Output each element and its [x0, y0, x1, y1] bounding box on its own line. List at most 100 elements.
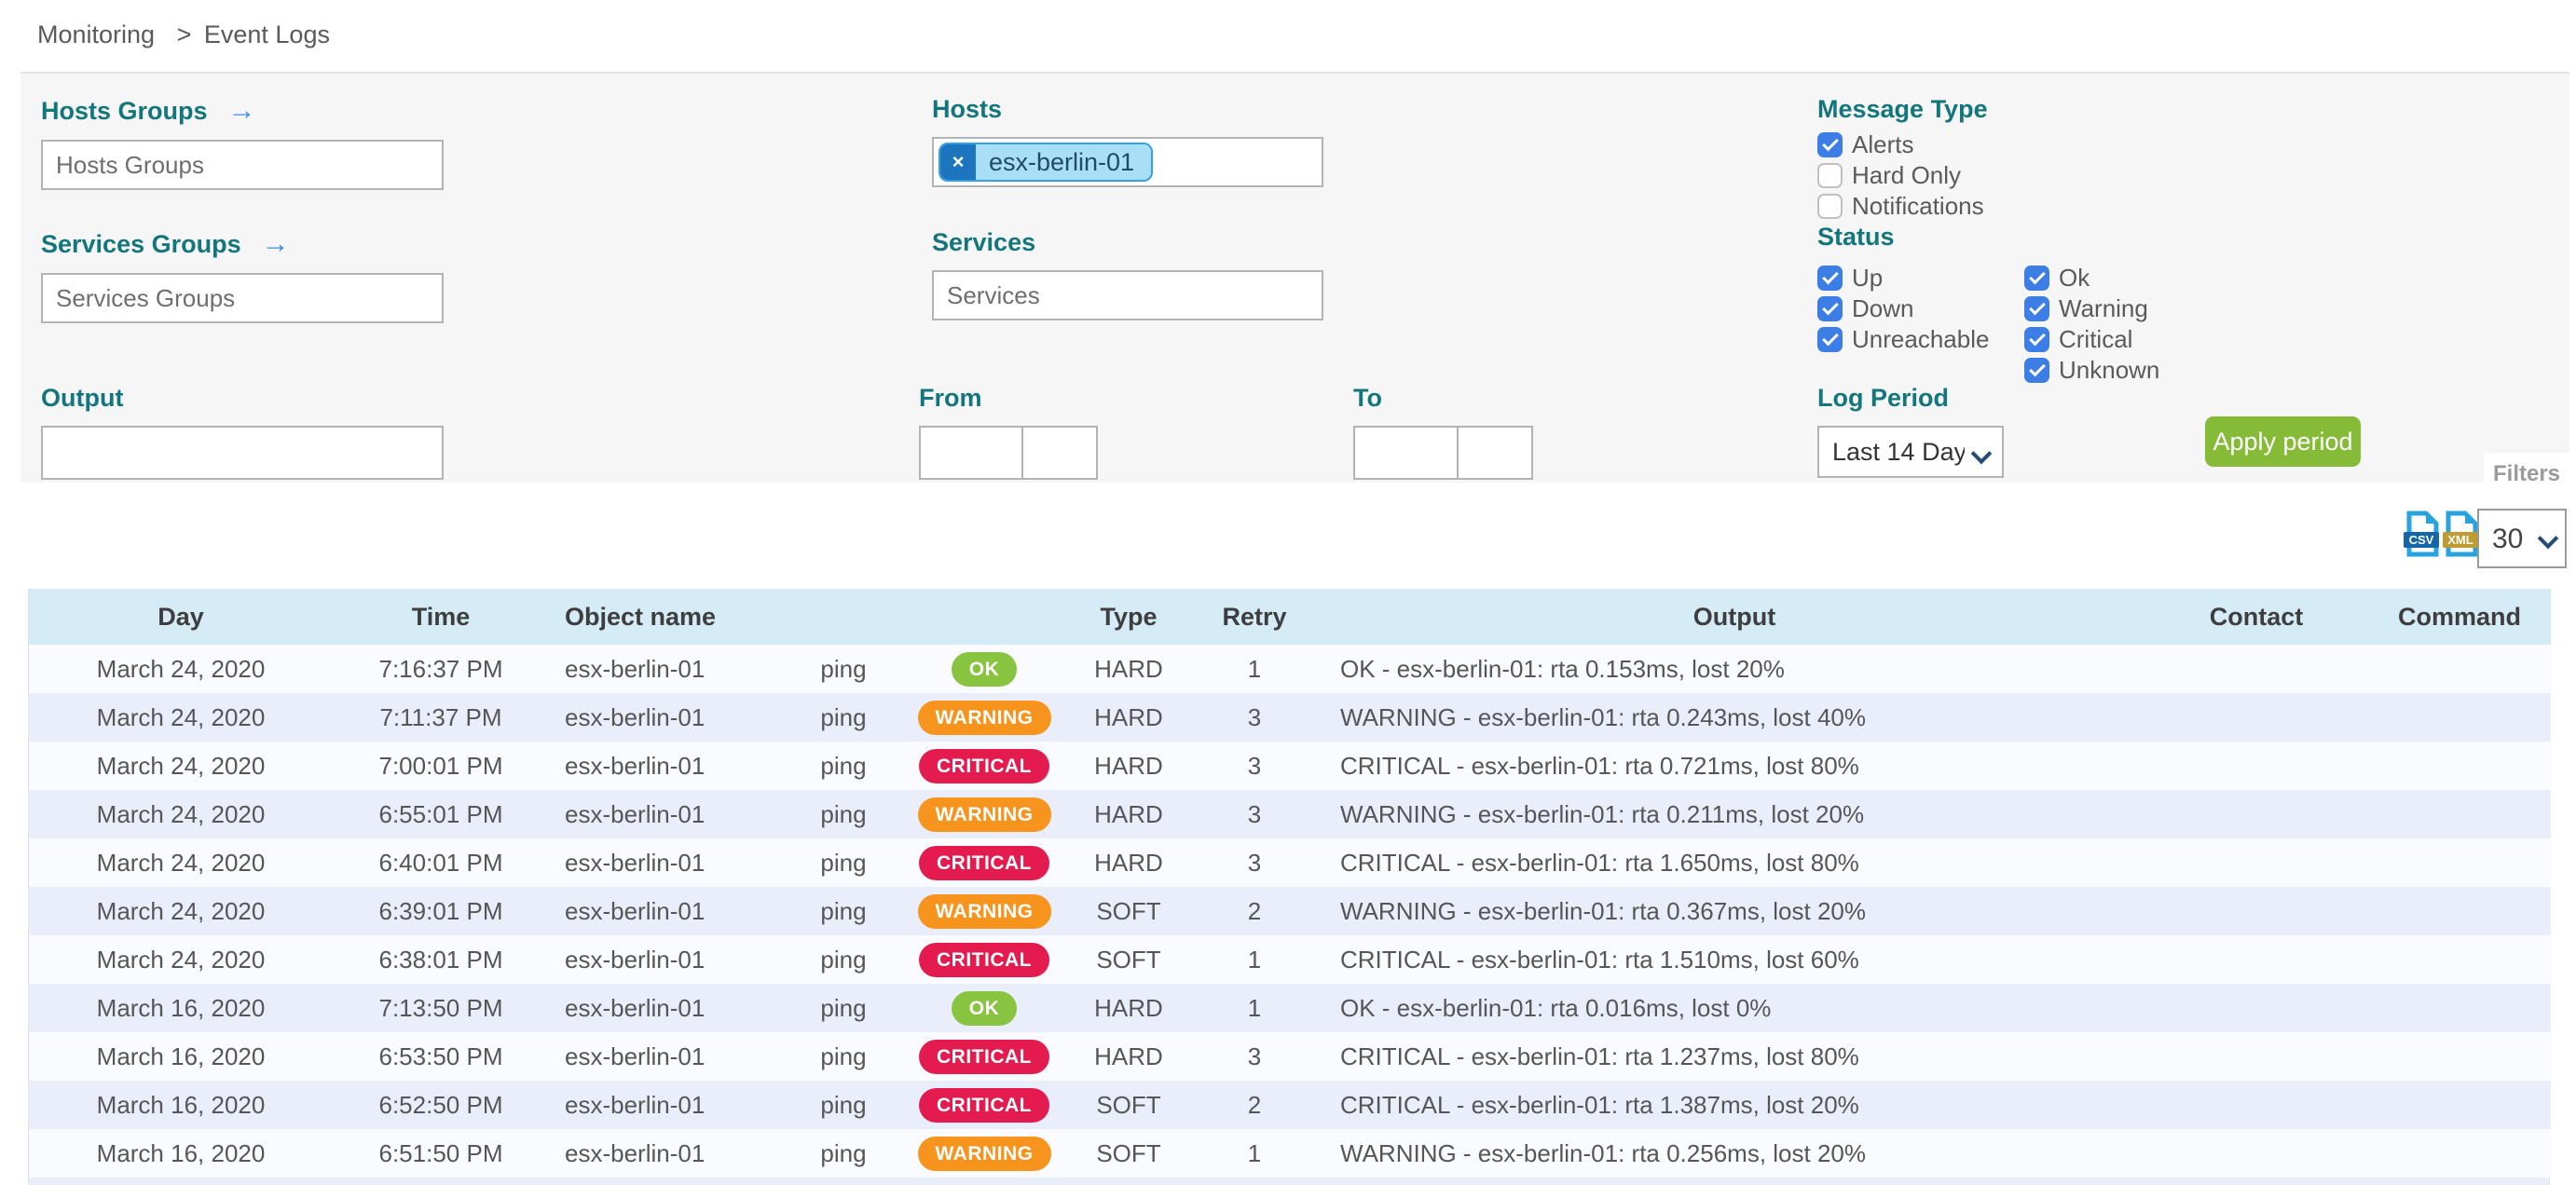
- header-day: Day: [29, 589, 333, 645]
- cell-command: [2368, 887, 2551, 935]
- xml-icon-label: XML: [2447, 533, 2473, 547]
- checkbox-up[interactable]: Up: [1817, 263, 2024, 293]
- cell-service: ping: [820, 848, 867, 877]
- cell-command: [2368, 645, 2551, 693]
- cell-status: CRITICAL: [896, 838, 1073, 887]
- checked-checkbox-icon[interactable]: [2024, 266, 2049, 291]
- cell-service: ping: [820, 799, 867, 828]
- event-log-row: March 24, 2020 7:00:01 PM esx-berlin-01 pin…: [29, 742, 2551, 790]
- cell-time: 6:40:01 PM: [378, 848, 503, 877]
- page-size-select[interactable]: 30: [2477, 509, 2567, 568]
- status-badge-warning: WARNING: [917, 1136, 1051, 1171]
- to-date-input[interactable]: [1353, 426, 1459, 480]
- event-log-row: March 16, 2020 6:53:50 PM esx-berlin-01 pin…: [29, 1032, 2551, 1081]
- services-input[interactable]: [932, 270, 1323, 320]
- hosts-groups-arrow-icon[interactable]: →: [227, 95, 256, 126]
- status-badge-ok: OK: [951, 651, 1018, 687]
- hosts-filter: Hosts × esx-berlin-01: [932, 95, 1323, 187]
- cell-output: WARNING - esx-berlin-01: rta 0.256ms, lo…: [1340, 1138, 1866, 1167]
- filters-tab[interactable]: Filters: [2484, 453, 2569, 496]
- cell-contact: [2144, 790, 2368, 838]
- cell-status: WARNING: [896, 693, 1073, 742]
- cell-type: HARD: [1094, 848, 1163, 877]
- cell-type: HARD: [1094, 993, 1163, 1022]
- checked-checkbox-icon[interactable]: [2024, 296, 2049, 321]
- checked-checkbox-icon[interactable]: [1817, 296, 1843, 321]
- from-date-input[interactable]: [919, 426, 1023, 480]
- cell-time: 6:39:01 PM: [378, 896, 503, 925]
- checkbox-critical[interactable]: Critical: [2024, 324, 2159, 355]
- output-input[interactable]: [41, 426, 444, 480]
- checkbox-ok[interactable]: Ok: [2024, 263, 2159, 293]
- cell-day: March 24, 2020: [96, 654, 266, 683]
- unchecked-checkbox-icon[interactable]: [1817, 163, 1843, 188]
- header-object-name: Object name: [549, 589, 791, 645]
- cell-status: CRITICAL: [896, 1081, 1073, 1129]
- cell-object: esx-berlin-01: [565, 1090, 706, 1119]
- cell-day: March 24, 2020: [96, 945, 266, 974]
- cell-service: ping: [820, 1042, 867, 1070]
- cell-type: SOFT: [1096, 945, 1161, 974]
- cell-retry: 3: [1247, 848, 1262, 877]
- cell-output: CRITICAL - esx-berlin-01: rta 1.650ms, l…: [1340, 848, 1859, 877]
- log-period-select[interactable]: Last 14 Days: [1817, 426, 2004, 478]
- checkbox-alerts[interactable]: Alerts: [1817, 129, 1988, 160]
- cell-type: SOFT: [1096, 1138, 1161, 1167]
- cell-command: [2368, 1129, 2551, 1178]
- checkbox-unreachable[interactable]: Unreachable: [1817, 324, 2024, 355]
- checkbox-hard-only[interactable]: Hard Only: [1817, 160, 1988, 191]
- hosts-groups-label: Hosts Groups: [41, 96, 208, 125]
- event-log-row: March 24, 2020 6:38:01 PM esx-berlin-01 pin…: [29, 935, 2551, 984]
- hosts-input[interactable]: × esx-berlin-01: [932, 137, 1323, 187]
- status-label: Status: [1817, 223, 1895, 251]
- checkbox-unknown[interactable]: Unknown: [2024, 355, 2159, 386]
- cell-type: HARD: [1094, 654, 1163, 683]
- status-badge-critical: CRITICAL: [919, 942, 1049, 977]
- checked-checkbox-icon[interactable]: [1817, 266, 1843, 291]
- cell-type: HARD: [1094, 1042, 1163, 1070]
- checkbox-warning[interactable]: Warning: [2024, 293, 2159, 324]
- breadcrumb-item-event-logs[interactable]: Event Logs: [203, 20, 330, 48]
- hosts-groups-input[interactable]: [41, 140, 444, 190]
- cell-time: 6:55:01 PM: [378, 799, 503, 828]
- checkbox-notifications[interactable]: Notifications: [1817, 191, 1988, 222]
- message-type-options: Alerts Hard Only Notifications: [1817, 129, 1988, 222]
- checked-checkbox-icon[interactable]: [1817, 132, 1843, 157]
- cell-retry: 3: [1247, 702, 1262, 731]
- cell-retry: 3: [1247, 1042, 1262, 1070]
- cell-contact: [2144, 693, 2368, 742]
- message-type-label: Message Type: [1817, 95, 1988, 123]
- services-groups-input[interactable]: [41, 273, 444, 323]
- checkbox-down[interactable]: Down: [1817, 293, 2024, 324]
- cell-status: CRITICAL: [896, 935, 1073, 984]
- apply-period-button[interactable]: Apply period: [2205, 416, 2361, 467]
- checked-checkbox-icon[interactable]: [1817, 327, 1843, 352]
- remove-host-tag-button[interactable]: ×: [940, 144, 976, 180]
- cell-contact: [2144, 984, 2368, 1032]
- cell-output: OK - esx-berlin-01: rta 0.153ms, lost 20…: [1340, 654, 1785, 683]
- from-time-input[interactable]: [1021, 426, 1098, 480]
- cell-day: March 24, 2020: [96, 848, 266, 877]
- cell-service: ping: [820, 993, 867, 1022]
- event-log-row: March 16, 2020 6:51:50 PM esx-berlin-01 pin…: [29, 1129, 2551, 1178]
- export-csv-icon[interactable]: CSV: [2403, 511, 2440, 557]
- to-time-input[interactable]: [1457, 426, 1533, 480]
- cell-time: 7:16:37 PM: [378, 654, 503, 683]
- cell-retry: 2: [1247, 896, 1262, 925]
- export-xml-icon[interactable]: XML: [2442, 511, 2479, 557]
- cell-object: esx-berlin-01: [565, 993, 706, 1022]
- checked-checkbox-icon[interactable]: [2024, 358, 2049, 383]
- services-groups-arrow-icon[interactable]: →: [261, 228, 290, 259]
- checked-checkbox-icon[interactable]: [2024, 327, 2049, 352]
- breadcrumb-item-monitoring[interactable]: Monitoring: [37, 20, 156, 48]
- unchecked-checkbox-icon[interactable]: [1817, 194, 1843, 219]
- event-log-row: March 16, 2020 7:13:50 PM esx-berlin-01 pin…: [29, 984, 2551, 1032]
- cell-retry: 1: [1247, 654, 1262, 683]
- message-type-filter: Message Type Alerts Hard Only Notification…: [1817, 95, 1988, 222]
- table-header-row: Day Time Object name Type Retry Output C…: [29, 589, 2551, 645]
- cell-retry: 2: [1247, 1090, 1262, 1119]
- status-badge-warning: WARNING: [917, 893, 1051, 929]
- status-badge-critical: CRITICAL: [919, 845, 1049, 880]
- cell-time: 7:11:37 PM: [379, 702, 502, 731]
- event-log-row: March 24, 2020 6:39:01 PM esx-berlin-01 pin…: [29, 887, 2551, 935]
